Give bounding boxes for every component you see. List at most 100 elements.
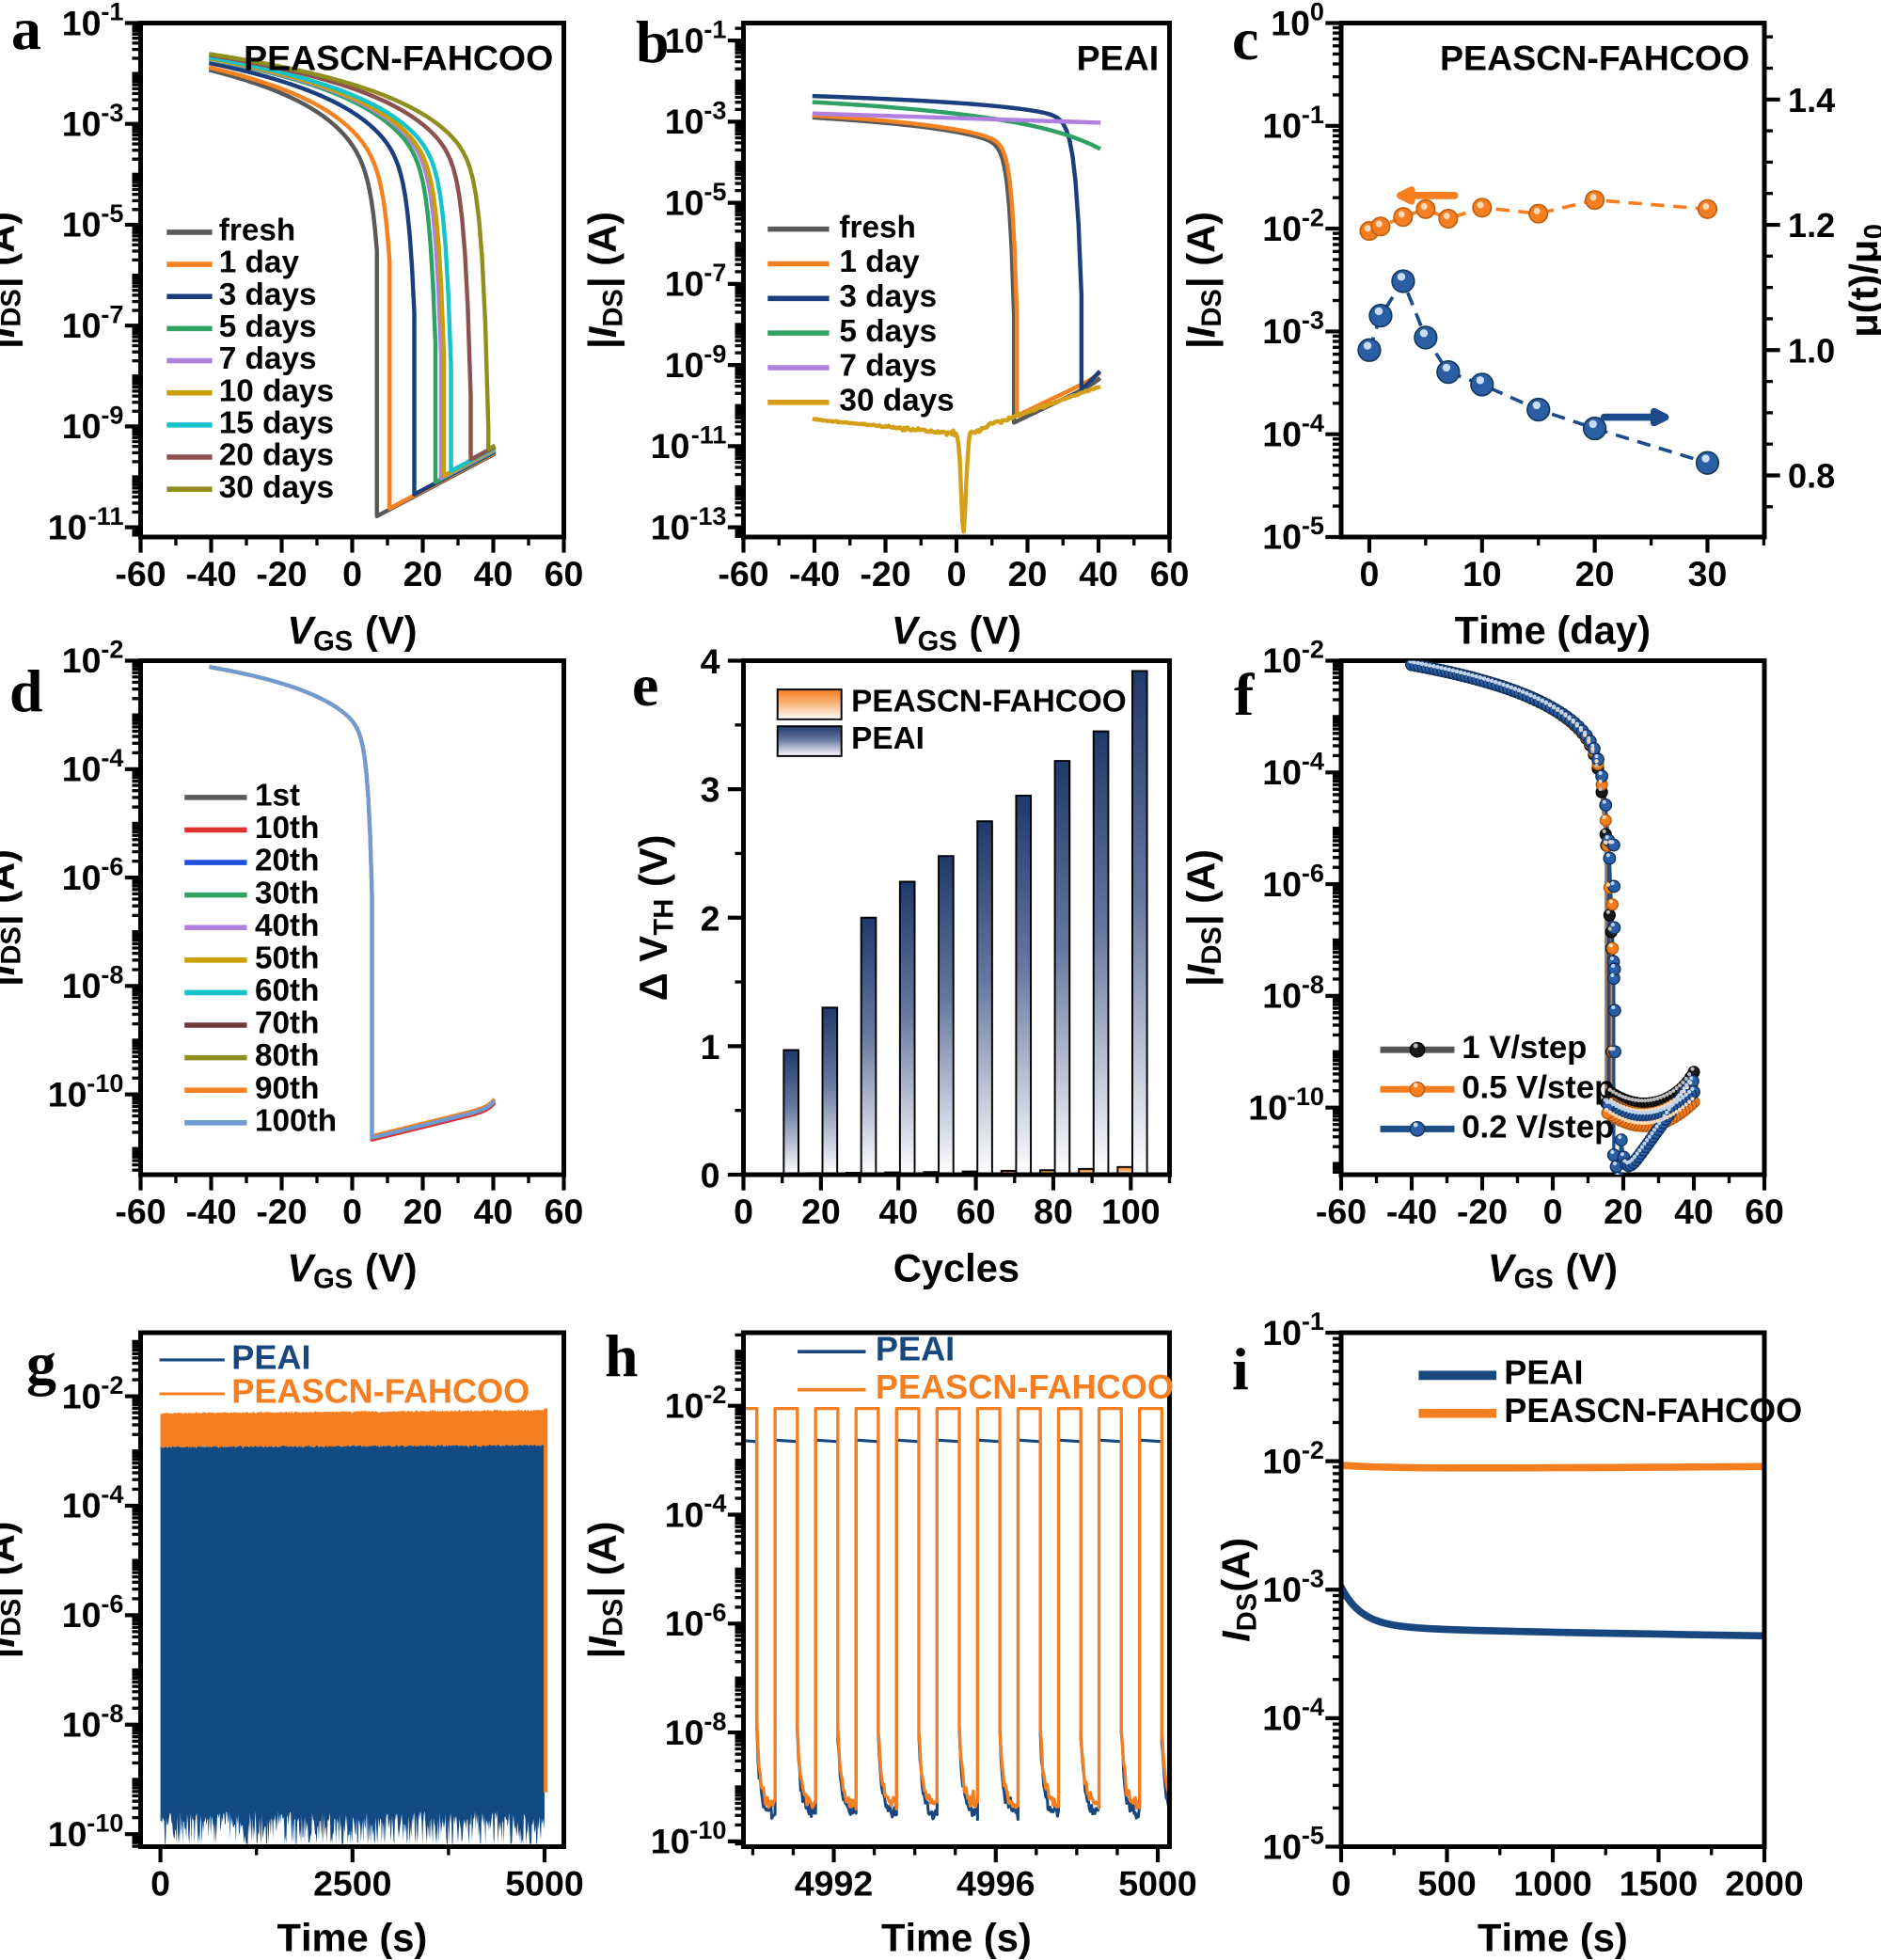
- svg-text:100th: 100th: [255, 1103, 337, 1138]
- svg-text:10: 10: [665, 1494, 704, 1534]
- svg-text:10: 10: [665, 1385, 704, 1425]
- svg-text:5000: 5000: [1118, 1864, 1196, 1904]
- svg-text:500: 500: [1417, 1864, 1477, 1904]
- svg-text:10: 10: [1262, 1441, 1302, 1480]
- svg-text:-20: -20: [256, 1192, 307, 1231]
- svg-text:40th: 40th: [255, 909, 320, 943]
- svg-text:10: 10: [651, 1822, 690, 1861]
- svg-text:-2: -2: [1302, 635, 1324, 664]
- svg-text:0: 0: [342, 554, 362, 593]
- svg-text:PEASCN-FAHCOO: PEASCN-FAHCOO: [1504, 1391, 1802, 1430]
- svg-text:30 days: 30 days: [219, 470, 334, 505]
- svg-text:-60: -60: [115, 1192, 166, 1231]
- svg-text:-3: -3: [1302, 1563, 1324, 1592]
- svg-text:2: 2: [701, 898, 720, 938]
- svg-text:1st: 1st: [255, 778, 300, 813]
- svg-text:10: 10: [48, 1814, 87, 1854]
- svg-text:0: 0: [947, 554, 967, 593]
- svg-text:PEAI: PEAI: [851, 721, 925, 756]
- svg-text:3 days: 3 days: [219, 277, 317, 312]
- svg-text:15 days: 15 days: [219, 405, 334, 440]
- svg-text:-1: -1: [703, 14, 726, 43]
- svg-text:0: 0: [701, 1156, 720, 1195]
- svg-text:10 days: 10 days: [219, 373, 334, 408]
- svg-text:-8: -8: [703, 1706, 726, 1735]
- svg-text:10: 10: [1262, 311, 1302, 351]
- svg-text:PEASCN-FAHCOO: PEASCN-FAHCOO: [851, 685, 1127, 719]
- svg-text:d: d: [9, 657, 43, 724]
- svg-text:0: 0: [1360, 554, 1380, 593]
- svg-text:1.2: 1.2: [1788, 206, 1835, 245]
- svg-text:10: 10: [665, 1604, 704, 1643]
- svg-text:10: 10: [62, 1595, 102, 1635]
- svg-text:20th: 20th: [255, 844, 320, 878]
- svg-text:-2: -2: [101, 1370, 123, 1399]
- svg-text:V G S: V G S ( V ): [1488, 1246, 1618, 1295]
- svg-text:3: 3: [701, 770, 720, 810]
- svg-text:10: 10: [62, 1486, 102, 1525]
- svg-text:-6: -6: [703, 1598, 726, 1627]
- svg-text:1.4: 1.4: [1788, 81, 1835, 119]
- svg-text:-5: -5: [703, 177, 726, 206]
- svg-text:| | (: | | ( A ) I D S: [0, 206, 27, 349]
- svg-text:10: 10: [1262, 1313, 1302, 1352]
- svg-text:10: 10: [665, 21, 704, 60]
- svg-text:10: 10: [1271, 3, 1310, 42]
- svg-text:4: 4: [701, 641, 720, 681]
- svg-text:-40: -40: [1386, 1192, 1437, 1231]
- svg-text:10: 10: [62, 858, 102, 897]
- svg-text:1 day: 1 day: [839, 245, 920, 279]
- svg-text:PEASCN-FAHCOO: PEASCN-FAHCOO: [876, 1367, 1174, 1406]
- svg-text:20: 20: [1604, 1192, 1643, 1231]
- svg-text:c: c: [1232, 6, 1258, 72]
- svg-text:PEAI: PEAI: [1077, 39, 1160, 78]
- svg-text:-10: -10: [87, 1068, 123, 1098]
- svg-text:10: 10: [1262, 864, 1302, 904]
- svg-text:-6: -6: [101, 1589, 123, 1619]
- svg-text:10: 10: [62, 966, 102, 1005]
- svg-text:-3: -3: [703, 96, 726, 125]
- svg-text:PEASCN-FAHCOO: PEASCN-FAHCOO: [244, 39, 553, 78]
- svg-text:2500: 2500: [313, 1864, 391, 1904]
- svg-text:10: 10: [62, 1376, 102, 1415]
- svg-text:I D S (: I D S ( A ): [1214, 1538, 1263, 1642]
- svg-text:60: 60: [545, 554, 584, 593]
- svg-text:-2: -2: [1302, 202, 1324, 231]
- svg-text:-4: -4: [101, 1479, 123, 1509]
- svg-text:40: 40: [1674, 1192, 1714, 1231]
- svg-text:4992: 4992: [795, 1864, 873, 1904]
- svg-text:-3: -3: [101, 98, 123, 127]
- svg-text:-3: -3: [1302, 306, 1324, 335]
- svg-text:40: 40: [474, 554, 514, 593]
- svg-text:10: 10: [1262, 106, 1302, 146]
- svg-text:10: 10: [1262, 517, 1302, 557]
- svg-text:7 days: 7 days: [839, 349, 937, 384]
- svg-text:-8: -8: [101, 1699, 123, 1728]
- svg-text:1 day: 1 day: [219, 245, 300, 280]
- svg-text:T i m e: T i m e ( s ): [881, 1915, 1032, 1959]
- svg-text:10: 10: [62, 1705, 102, 1745]
- svg-text:5 days: 5 days: [839, 314, 937, 349]
- svg-text:-1: -1: [1302, 1306, 1324, 1336]
- svg-text:V G S: V G S ( V ): [892, 609, 1021, 657]
- svg-text:T i m e: T i m e ( d a y ): [1455, 609, 1651, 653]
- svg-text:| | (: | | ( A ) I D S: [1178, 844, 1227, 987]
- svg-text:10: 10: [665, 102, 704, 141]
- svg-text:-11: -11: [88, 501, 124, 530]
- svg-text:C y c l: C y c l e s: [893, 1246, 1020, 1290]
- svg-text:PEAI: PEAI: [231, 1337, 310, 1376]
- svg-text:-40: -40: [185, 554, 236, 593]
- svg-text:10: 10: [48, 1074, 87, 1114]
- svg-text:-6: -6: [101, 851, 123, 880]
- svg-text:40: 40: [878, 1192, 918, 1231]
- svg-text:V G S: V G S ( V ): [287, 609, 417, 657]
- svg-text:10: 10: [62, 3, 102, 42]
- svg-text:80: 80: [1034, 1192, 1073, 1231]
- svg-text:h: h: [605, 1322, 639, 1389]
- svg-text:-5: -5: [101, 198, 123, 228]
- svg-text:-2: -2: [1302, 1435, 1324, 1464]
- svg-text:60: 60: [1150, 554, 1190, 593]
- svg-text:-5: -5: [1302, 511, 1324, 540]
- svg-text:20: 20: [403, 554, 443, 593]
- svg-text:1.0: 1.0: [1788, 331, 1835, 370]
